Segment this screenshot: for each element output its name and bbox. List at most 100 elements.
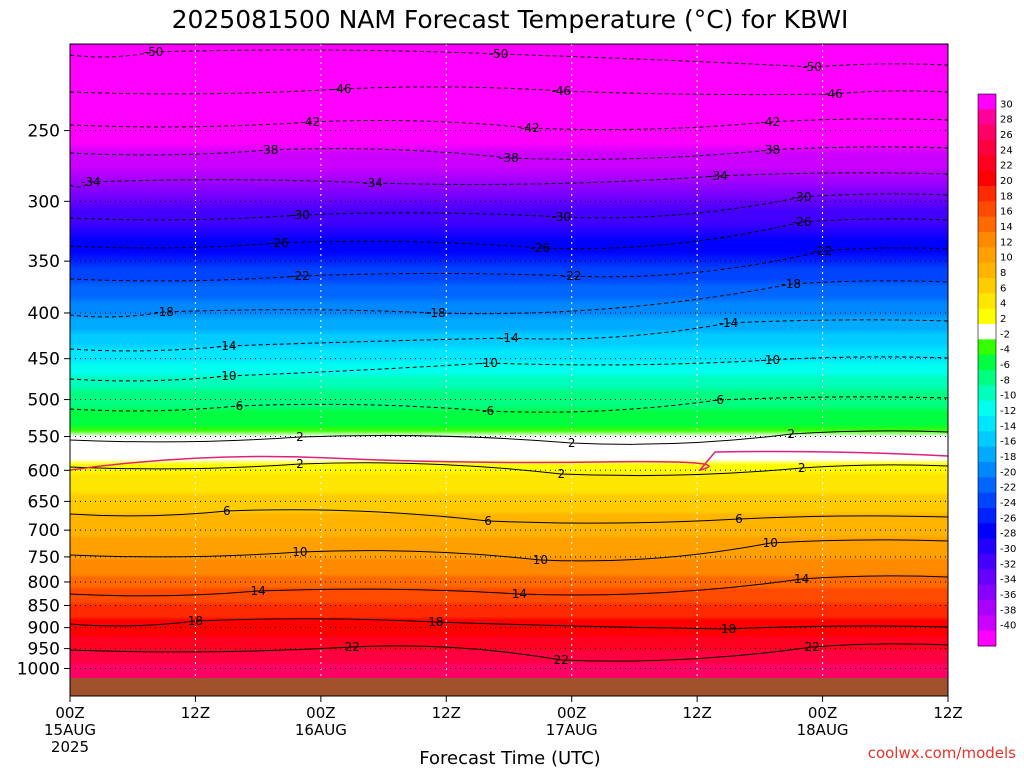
isotherm-line bbox=[70, 218, 948, 250]
contour-label: -26 bbox=[792, 215, 812, 229]
contour-label: -38 bbox=[761, 143, 781, 157]
contour-label: -22 bbox=[562, 269, 582, 283]
colorbar-swatch bbox=[978, 569, 996, 586]
contour-label: 14 bbox=[794, 572, 809, 586]
surface-ground bbox=[70, 678, 948, 696]
y-tick-label: 900 bbox=[28, 619, 60, 639]
x-tick-date: 15AUG bbox=[44, 721, 96, 739]
isotherm-line bbox=[70, 618, 948, 630]
contour-label: -50 bbox=[802, 60, 822, 74]
isotherm-line bbox=[70, 49, 948, 68]
colorbar-label: -8 bbox=[1000, 375, 1010, 386]
colorbar-label: 22 bbox=[1000, 161, 1013, 172]
colorbar-swatch bbox=[978, 416, 996, 432]
colorbar-swatch bbox=[978, 370, 996, 386]
colorbar-label: 26 bbox=[1000, 130, 1013, 141]
y-tick-label: 500 bbox=[28, 391, 60, 411]
y-tick-label: 750 bbox=[28, 548, 60, 568]
contour-label: 18 bbox=[428, 615, 443, 629]
colorbar-label: 2 bbox=[1000, 314, 1006, 325]
y-tick-label: 800 bbox=[28, 573, 60, 593]
isotherm-line bbox=[70, 396, 948, 413]
plot-frame bbox=[69, 43, 949, 697]
contour-label: 6 bbox=[484, 514, 492, 528]
y-tick-label: 650 bbox=[28, 492, 60, 512]
colorbar-label: 24 bbox=[1000, 145, 1013, 156]
colorbar-label: -16 bbox=[1000, 437, 1016, 448]
colorbar-label: -40 bbox=[1000, 621, 1016, 632]
contour-label: 22 bbox=[554, 653, 569, 667]
contour-label: -22 bbox=[813, 244, 833, 258]
colorbar-swatch bbox=[978, 216, 996, 233]
pressure-axis: 250 300 350 400 450 500 550 600 650 700 750 800 850 9… bbox=[17, 122, 70, 680]
contour-label: -18 bbox=[154, 305, 174, 319]
colorbar-label: 8 bbox=[1000, 268, 1006, 279]
colorbar-label: -12 bbox=[1000, 406, 1016, 417]
contour-label: 14 bbox=[251, 584, 266, 598]
contour-label: -30 bbox=[551, 210, 571, 224]
contour-label: -22 bbox=[290, 269, 310, 283]
x-tick-label: 12Z bbox=[933, 704, 962, 722]
x-tick-year: 2025 bbox=[51, 738, 89, 756]
contour-label: -50 bbox=[489, 47, 509, 61]
chart-title: 2025081500 NAM Forecast Temperature (°C)… bbox=[172, 5, 849, 34]
colorbar-label: 14 bbox=[1000, 222, 1013, 233]
colorbar-label: 18 bbox=[1000, 191, 1013, 202]
contour-label: 18 bbox=[721, 622, 736, 636]
colorbar-swatch bbox=[978, 324, 996, 340]
colorbar-label: 20 bbox=[1000, 176, 1013, 187]
colorbar-swatch bbox=[978, 308, 996, 325]
isotherm-contours bbox=[70, 49, 948, 662]
isotherm-line bbox=[70, 539, 948, 562]
colorbar-label: 28 bbox=[1000, 115, 1013, 126]
colorbar-label: -32 bbox=[1000, 559, 1016, 570]
colorbar-swatch bbox=[978, 446, 996, 463]
isotherm-line bbox=[70, 462, 948, 477]
contour-label: -42 bbox=[301, 115, 321, 129]
grid-lines bbox=[70, 44, 948, 680]
x-tick-label: 12Z bbox=[181, 704, 210, 722]
contour-label: 6 bbox=[735, 512, 743, 526]
colorbar-swatch bbox=[978, 124, 996, 141]
contour-label: 2 bbox=[296, 430, 304, 444]
y-tick-label: 250 bbox=[28, 122, 60, 142]
colorbar-swatch bbox=[978, 201, 996, 218]
colorbar-label: -20 bbox=[1000, 467, 1016, 478]
plot-area bbox=[70, 44, 948, 680]
colorbar-label: -28 bbox=[1000, 529, 1016, 540]
isotherm-line bbox=[70, 118, 948, 131]
colorbar-swatch bbox=[978, 600, 996, 616]
isotherm-line bbox=[70, 172, 948, 188]
contour-label: -10 bbox=[217, 369, 237, 383]
colorbar-swatch bbox=[978, 247, 996, 264]
x-tick-label: 00Z bbox=[557, 704, 586, 722]
colorbar-swatch bbox=[978, 538, 996, 555]
colorbar-swatch bbox=[978, 385, 996, 402]
contour-label: -42 bbox=[520, 121, 540, 135]
contour-label: -10 bbox=[761, 353, 781, 367]
contour-label: -6 bbox=[231, 399, 243, 413]
colorbar-swatch bbox=[978, 186, 996, 202]
colorbar-swatch bbox=[978, 615, 996, 632]
x-axis-label: Forecast Time (UTC) bbox=[419, 748, 600, 768]
isotherm-line bbox=[70, 509, 948, 524]
colorbar-frame bbox=[977, 93, 997, 647]
colorbar-label: -24 bbox=[1000, 498, 1016, 509]
colorbar-label: -38 bbox=[1000, 605, 1016, 616]
contour-label: -30 bbox=[290, 208, 310, 222]
colorbar-label: -34 bbox=[1000, 575, 1016, 586]
contour-label: -34 bbox=[708, 169, 728, 183]
colorbar-label: 4 bbox=[1000, 299, 1006, 310]
contour-label: -10 bbox=[478, 356, 498, 370]
x-tick-label: 00Z bbox=[808, 704, 837, 722]
colorbar-label: -14 bbox=[1000, 421, 1016, 432]
contour-label: 2 bbox=[787, 427, 795, 441]
x-tick-label: 00Z bbox=[306, 704, 335, 722]
freezing-line bbox=[70, 450, 948, 472]
contour-label: 10 bbox=[292, 545, 307, 559]
isotherm-line bbox=[70, 575, 948, 597]
colorbar-swatch bbox=[978, 232, 996, 248]
colorbar-swatch bbox=[978, 492, 996, 509]
